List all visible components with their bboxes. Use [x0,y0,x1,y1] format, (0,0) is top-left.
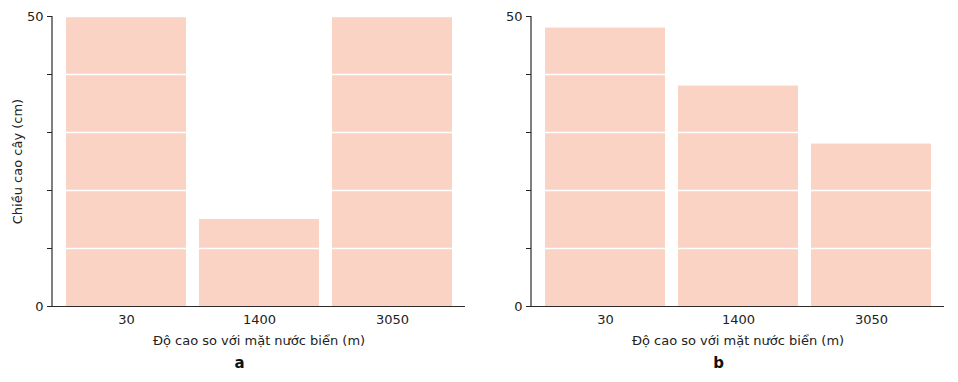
svg-text:0: 0 [514,299,522,314]
svg-text:Độ cao so với mặt nước biển (m: Độ cao so với mặt nước biển (m) [153,333,365,348]
html-text:b: b [713,354,724,372]
svg-text:Chiều cao cây (cm): Chiều cao cây (cm) [10,99,25,224]
svg-text:30: 30 [118,312,135,327]
svg-text:Độ cao so với mặt nước biển (m: Độ cao so với mặt nước biển (m) [632,333,844,348]
svg-text:1400: 1400 [722,312,755,327]
svg-text:3050: 3050 [376,312,409,327]
svg-text:3050: 3050 [855,312,888,327]
svg-text:50: 50 [506,9,523,24]
svg-text:0: 0 [35,299,43,314]
html-text:a: a [234,354,245,372]
svg-text:50: 50 [27,9,44,24]
svg-text:1400: 1400 [243,312,276,327]
svg-text:30: 30 [597,312,614,327]
